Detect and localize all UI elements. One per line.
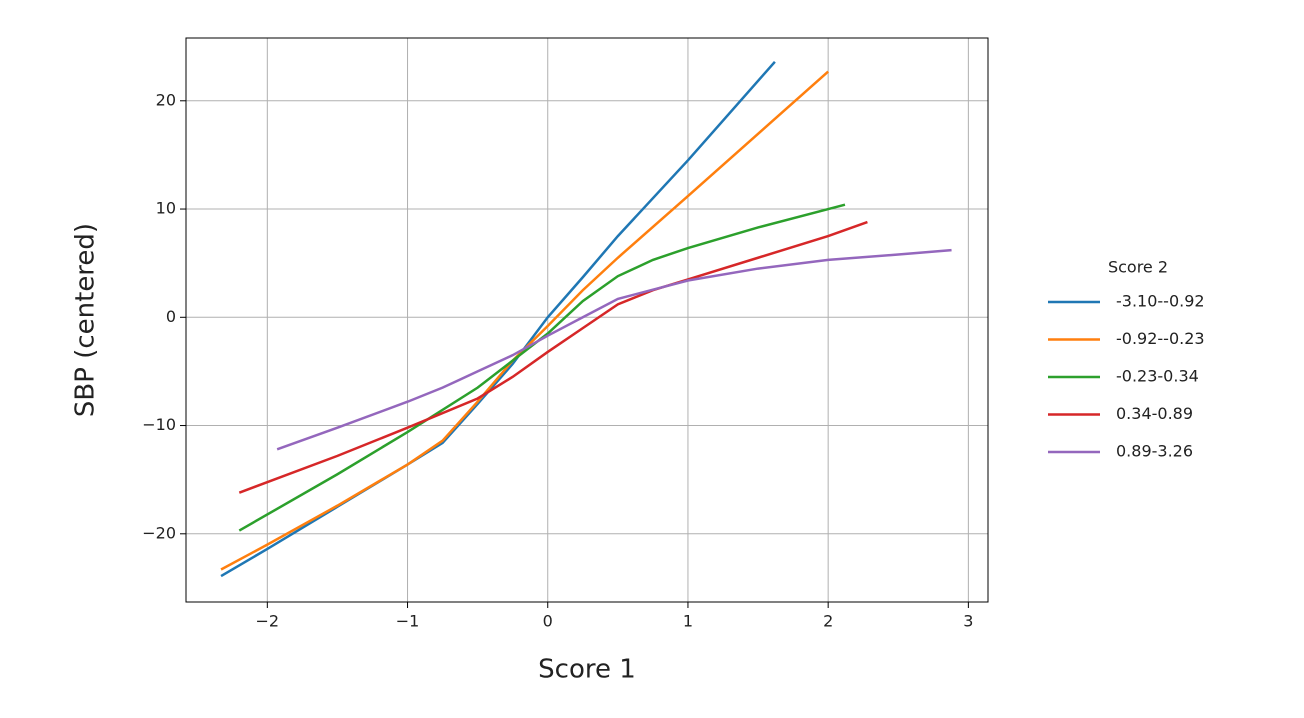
legend-label: 0.89-3.26 — [1116, 442, 1193, 461]
y-tick-label: −20 — [142, 523, 176, 542]
x-tick-label: 1 — [683, 612, 693, 631]
series-line — [220, 60, 776, 578]
x-tick-label: −1 — [396, 612, 420, 631]
y-tick-label: 0 — [166, 307, 176, 326]
legend-label: -0.92--0.23 — [1116, 329, 1205, 348]
legend-label: -0.23-0.34 — [1116, 367, 1199, 386]
x-tick-label: −2 — [256, 612, 280, 631]
plot-frame — [185, 37, 989, 603]
y-axis-label: SBP (centered) — [71, 223, 101, 417]
series-line — [220, 70, 829, 571]
series-line — [238, 203, 846, 532]
x-axis-label: Score 1 — [538, 655, 636, 685]
series-line — [276, 248, 952, 451]
x-tick-label: 0 — [543, 612, 553, 631]
legend-title: Score 2 — [1108, 258, 1168, 277]
series-line — [238, 220, 868, 494]
y-tick-label: 20 — [156, 90, 176, 109]
legend-label: 0.34-0.89 — [1116, 404, 1193, 423]
y-tick-label: 10 — [156, 199, 176, 218]
y-tick-label: −10 — [142, 415, 176, 434]
x-tick-label: 3 — [963, 612, 973, 631]
x-tick-label: 2 — [823, 612, 833, 631]
legend-label: -3.10--0.92 — [1116, 292, 1205, 311]
